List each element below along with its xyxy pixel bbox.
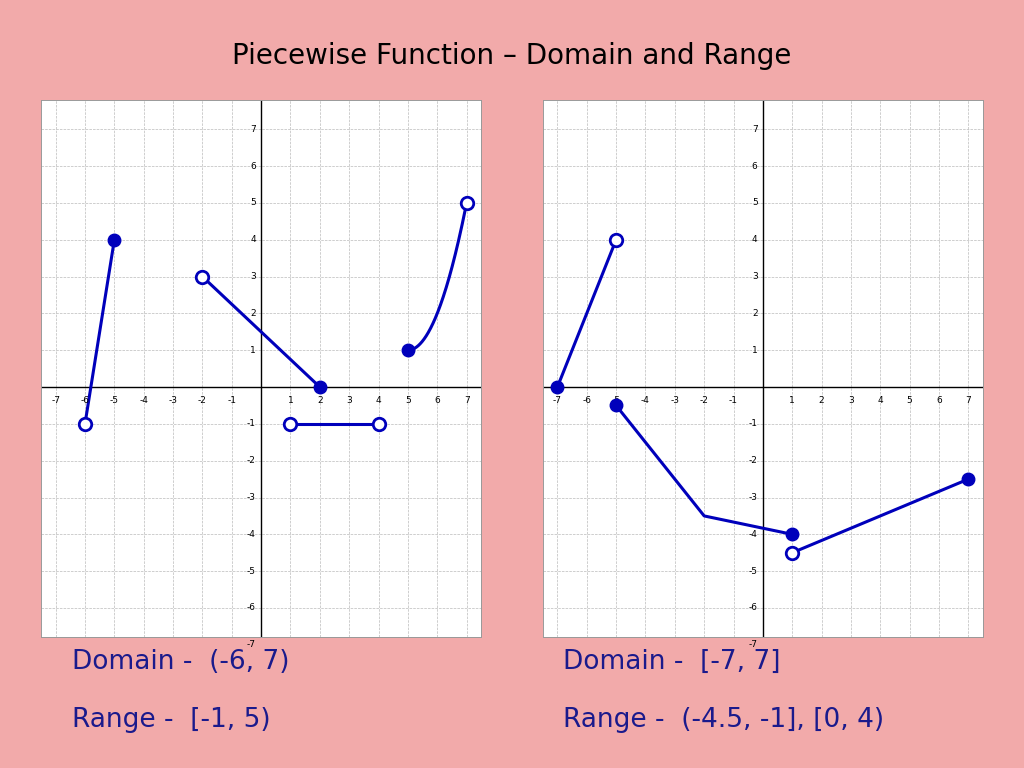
Text: 5: 5 bbox=[907, 396, 912, 406]
Text: 5: 5 bbox=[752, 198, 758, 207]
Text: Range -  (-4.5, -1], [0, 4): Range - (-4.5, -1], [0, 4) bbox=[563, 707, 885, 733]
Text: 4: 4 bbox=[752, 235, 758, 244]
Text: -4: -4 bbox=[641, 396, 650, 406]
Text: -5: -5 bbox=[749, 567, 758, 576]
Text: -2: -2 bbox=[198, 396, 207, 406]
Text: 4: 4 bbox=[878, 396, 883, 406]
Text: 2: 2 bbox=[250, 309, 256, 318]
Text: 5: 5 bbox=[406, 396, 411, 406]
Text: 3: 3 bbox=[346, 396, 352, 406]
Text: 3: 3 bbox=[250, 272, 256, 281]
Text: -7: -7 bbox=[51, 396, 60, 406]
Text: -5: -5 bbox=[110, 396, 119, 406]
Text: 5: 5 bbox=[250, 198, 256, 207]
Text: -2: -2 bbox=[749, 456, 758, 465]
Text: 7: 7 bbox=[752, 124, 758, 134]
Text: 6: 6 bbox=[936, 396, 942, 406]
Text: -5: -5 bbox=[247, 567, 256, 576]
Text: -7: -7 bbox=[247, 641, 256, 649]
Text: -7: -7 bbox=[749, 641, 758, 649]
Text: Piecewise Function – Domain and Range: Piecewise Function – Domain and Range bbox=[232, 42, 792, 70]
Text: -7: -7 bbox=[553, 396, 562, 406]
Text: 1: 1 bbox=[790, 396, 795, 406]
Text: 4: 4 bbox=[250, 235, 256, 244]
Text: -6: -6 bbox=[749, 604, 758, 613]
Text: Domain -  (-6, 7): Domain - (-6, 7) bbox=[72, 649, 289, 675]
Text: 2: 2 bbox=[819, 396, 824, 406]
Text: -3: -3 bbox=[247, 493, 256, 502]
Text: -4: -4 bbox=[749, 530, 758, 539]
Text: -1: -1 bbox=[227, 396, 237, 406]
Text: 6: 6 bbox=[434, 396, 440, 406]
Text: 7: 7 bbox=[966, 396, 971, 406]
Text: 1: 1 bbox=[250, 346, 256, 355]
Text: -4: -4 bbox=[139, 396, 148, 406]
Text: 2: 2 bbox=[752, 309, 758, 318]
Text: 4: 4 bbox=[376, 396, 381, 406]
Text: 1: 1 bbox=[752, 346, 758, 355]
Text: 6: 6 bbox=[752, 161, 758, 170]
Text: -4: -4 bbox=[247, 530, 256, 539]
Text: 3: 3 bbox=[752, 272, 758, 281]
Text: Range -  [-1, 5): Range - [-1, 5) bbox=[72, 707, 270, 733]
Text: Domain -  [-7, 7]: Domain - [-7, 7] bbox=[563, 649, 780, 675]
Text: -1: -1 bbox=[729, 396, 738, 406]
Text: -6: -6 bbox=[81, 396, 89, 406]
Text: 7: 7 bbox=[250, 124, 256, 134]
Text: 7: 7 bbox=[464, 396, 469, 406]
Text: -3: -3 bbox=[671, 396, 679, 406]
Text: 1: 1 bbox=[288, 396, 293, 406]
Text: -5: -5 bbox=[611, 396, 621, 406]
Text: -6: -6 bbox=[583, 396, 591, 406]
Text: -2: -2 bbox=[699, 396, 709, 406]
Text: -1: -1 bbox=[749, 419, 758, 429]
Text: 2: 2 bbox=[317, 396, 323, 406]
Text: 6: 6 bbox=[250, 161, 256, 170]
Text: -1: -1 bbox=[247, 419, 256, 429]
Text: -3: -3 bbox=[749, 493, 758, 502]
Text: -3: -3 bbox=[169, 396, 177, 406]
Text: 3: 3 bbox=[848, 396, 854, 406]
Text: -2: -2 bbox=[247, 456, 256, 465]
Text: -6: -6 bbox=[247, 604, 256, 613]
